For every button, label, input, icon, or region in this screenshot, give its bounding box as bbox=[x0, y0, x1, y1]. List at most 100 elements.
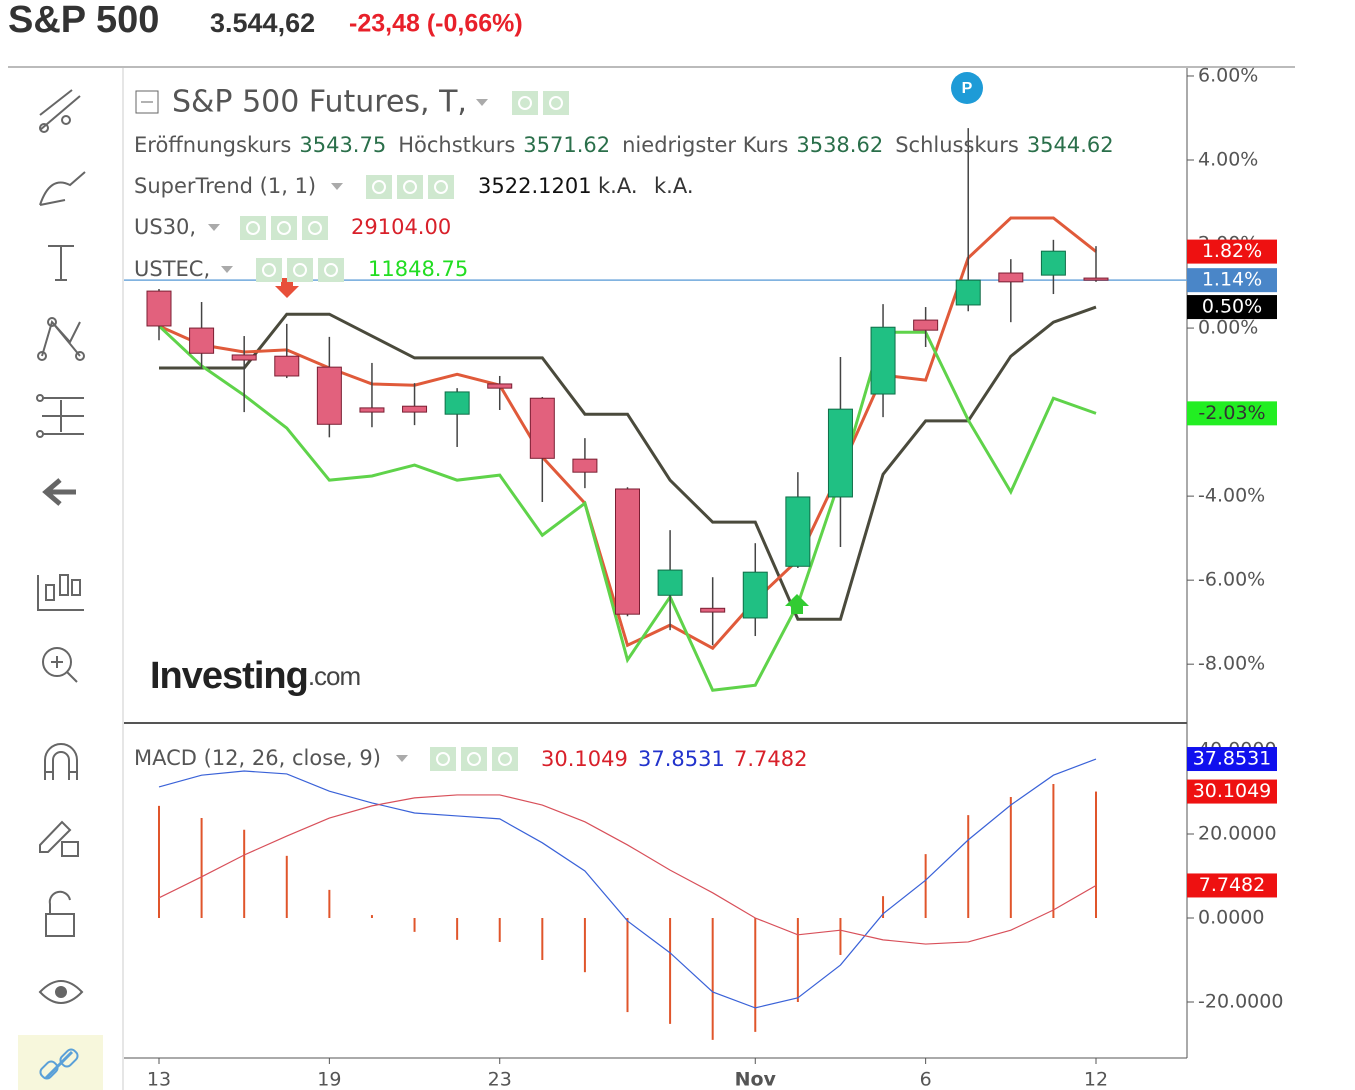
series-line bbox=[157, 324, 1097, 692]
legend-icon[interactable] bbox=[428, 175, 454, 199]
last-value-label-bg bbox=[1187, 295, 1277, 320]
legend-icon-glyph bbox=[293, 263, 307, 277]
y-tick-label: -4.00% bbox=[1198, 485, 1265, 507]
x-tick-label: 23 bbox=[488, 1069, 512, 1090]
candle-body bbox=[444, 391, 470, 415]
last-value-label-bg bbox=[1187, 747, 1277, 772]
candle-body bbox=[870, 326, 896, 395]
candle-body bbox=[1040, 250, 1066, 276]
watermark-suffix: .com bbox=[308, 661, 360, 691]
legend-name: US30, bbox=[134, 215, 196, 239]
candle-body bbox=[359, 407, 385, 413]
legend-icon-glyph bbox=[436, 752, 450, 766]
tool-zoom[interactable] bbox=[42, 647, 78, 683]
tool-indicators[interactable] bbox=[37, 574, 84, 611]
candle-body bbox=[572, 458, 598, 473]
candle-body bbox=[742, 571, 768, 619]
candle-body bbox=[785, 496, 811, 567]
signal-up bbox=[785, 594, 809, 614]
dropdown-arrow bbox=[208, 224, 220, 231]
legend-icon[interactable] bbox=[240, 216, 266, 240]
legend-value: 7.7482 bbox=[734, 747, 807, 771]
legend-value: k.A. bbox=[654, 174, 694, 198]
x-tick-label: Nov bbox=[735, 1069, 777, 1090]
legend-icon[interactable] bbox=[512, 91, 538, 115]
candle-body bbox=[402, 405, 428, 413]
series-line bbox=[158, 216, 1097, 651]
ohlc-label: Höchstkurs bbox=[398, 133, 515, 157]
legend-icon[interactable] bbox=[287, 258, 313, 282]
signal-down bbox=[275, 278, 299, 298]
legend-icon-glyph bbox=[277, 221, 291, 235]
y-tick-label: 6.00% bbox=[1198, 64, 1258, 86]
ohlc-label: Eröffnungskurs bbox=[134, 133, 291, 157]
legend-value: 37.8531 bbox=[638, 747, 725, 771]
candle-body bbox=[700, 607, 726, 613]
candle-body bbox=[274, 355, 300, 377]
legend-icon[interactable] bbox=[318, 258, 344, 282]
ohlc-value: 3544.62 bbox=[1027, 133, 1114, 157]
legend-icon[interactable] bbox=[461, 747, 487, 771]
last-value-label: -2.03% bbox=[1198, 402, 1265, 424]
candle-body bbox=[189, 327, 215, 354]
x-tick-label: 6 bbox=[920, 1069, 932, 1090]
tool-pattern[interactable] bbox=[37, 317, 85, 361]
legend-icon[interactable] bbox=[366, 175, 392, 199]
candle-body bbox=[146, 290, 172, 327]
legend-icon-glyph bbox=[246, 221, 260, 235]
legend-name: SuperTrend (1, 1) bbox=[134, 174, 316, 198]
ohlc-label: niedrigster Kurs bbox=[622, 133, 788, 157]
macd-title: MACD (12, 26, close, 9) bbox=[134, 746, 381, 770]
last-value-label: 30.1049 bbox=[1193, 780, 1272, 802]
legend-icon[interactable] bbox=[256, 258, 282, 282]
dropdown-arrow bbox=[476, 99, 488, 106]
candle-body bbox=[955, 279, 981, 306]
tool-text[interactable] bbox=[48, 245, 74, 281]
event-marker[interactable] bbox=[951, 72, 983, 104]
legend-icon[interactable] bbox=[430, 747, 456, 771]
x-tick-label: 19 bbox=[317, 1069, 341, 1090]
legend-value: 11848.75 bbox=[368, 257, 468, 281]
tool-link[interactable] bbox=[38, 1047, 79, 1080]
last-value-label-bg bbox=[1187, 779, 1277, 804]
legend-icon-glyph bbox=[518, 96, 532, 110]
tool-lock-draw[interactable] bbox=[39, 820, 79, 857]
symbol: S&P 500 bbox=[8, 0, 159, 41]
tool-fib[interactable] bbox=[36, 394, 84, 438]
legend-value: 29104.00 bbox=[351, 215, 451, 239]
last-value-label: 7.7482 bbox=[1199, 874, 1265, 896]
y-tick-label: 20.0000 bbox=[1198, 823, 1277, 845]
y-tick-label: -8.00% bbox=[1198, 653, 1265, 675]
candle-body bbox=[487, 383, 513, 389]
candle-body bbox=[1083, 277, 1109, 281]
legend-icon[interactable] bbox=[271, 216, 297, 240]
ohlc-label: Schlusskurs bbox=[895, 133, 1019, 157]
legend-icon-glyph bbox=[372, 180, 386, 194]
series-line bbox=[159, 305, 1097, 621]
candle-body bbox=[657, 569, 683, 596]
legend-icon-glyph bbox=[262, 263, 276, 277]
price-change: -23,48 (-0,66%) bbox=[349, 10, 523, 38]
legend-value: 30.1049 bbox=[541, 747, 628, 771]
macd-line bbox=[158, 758, 1097, 1009]
legend-icon-glyph bbox=[434, 180, 448, 194]
last-value-label: 37.8531 bbox=[1193, 748, 1272, 770]
collapse-box[interactable] bbox=[135, 90, 159, 114]
legend-icon-glyph bbox=[308, 221, 322, 235]
legend-icon[interactable] bbox=[543, 91, 569, 115]
legend-icon[interactable] bbox=[397, 175, 423, 199]
legend-icon-glyph bbox=[467, 752, 481, 766]
legend-icon[interactable] bbox=[302, 216, 328, 240]
tool-back[interactable] bbox=[42, 478, 76, 506]
ohlc-value: 3543.75 bbox=[299, 133, 386, 157]
candle-body bbox=[615, 488, 640, 615]
tool-lines[interactable] bbox=[39, 89, 81, 133]
legend-icon[interactable] bbox=[492, 747, 518, 771]
watermark-brand: Investing bbox=[150, 655, 308, 697]
tool-lock[interactable] bbox=[45, 890, 75, 937]
tool-magnet[interactable] bbox=[44, 743, 78, 780]
dropdown-arrow bbox=[396, 755, 408, 762]
tool-eye[interactable] bbox=[38, 980, 84, 1004]
legend-icon-glyph bbox=[324, 263, 338, 277]
tool-brush[interactable] bbox=[39, 171, 86, 206]
